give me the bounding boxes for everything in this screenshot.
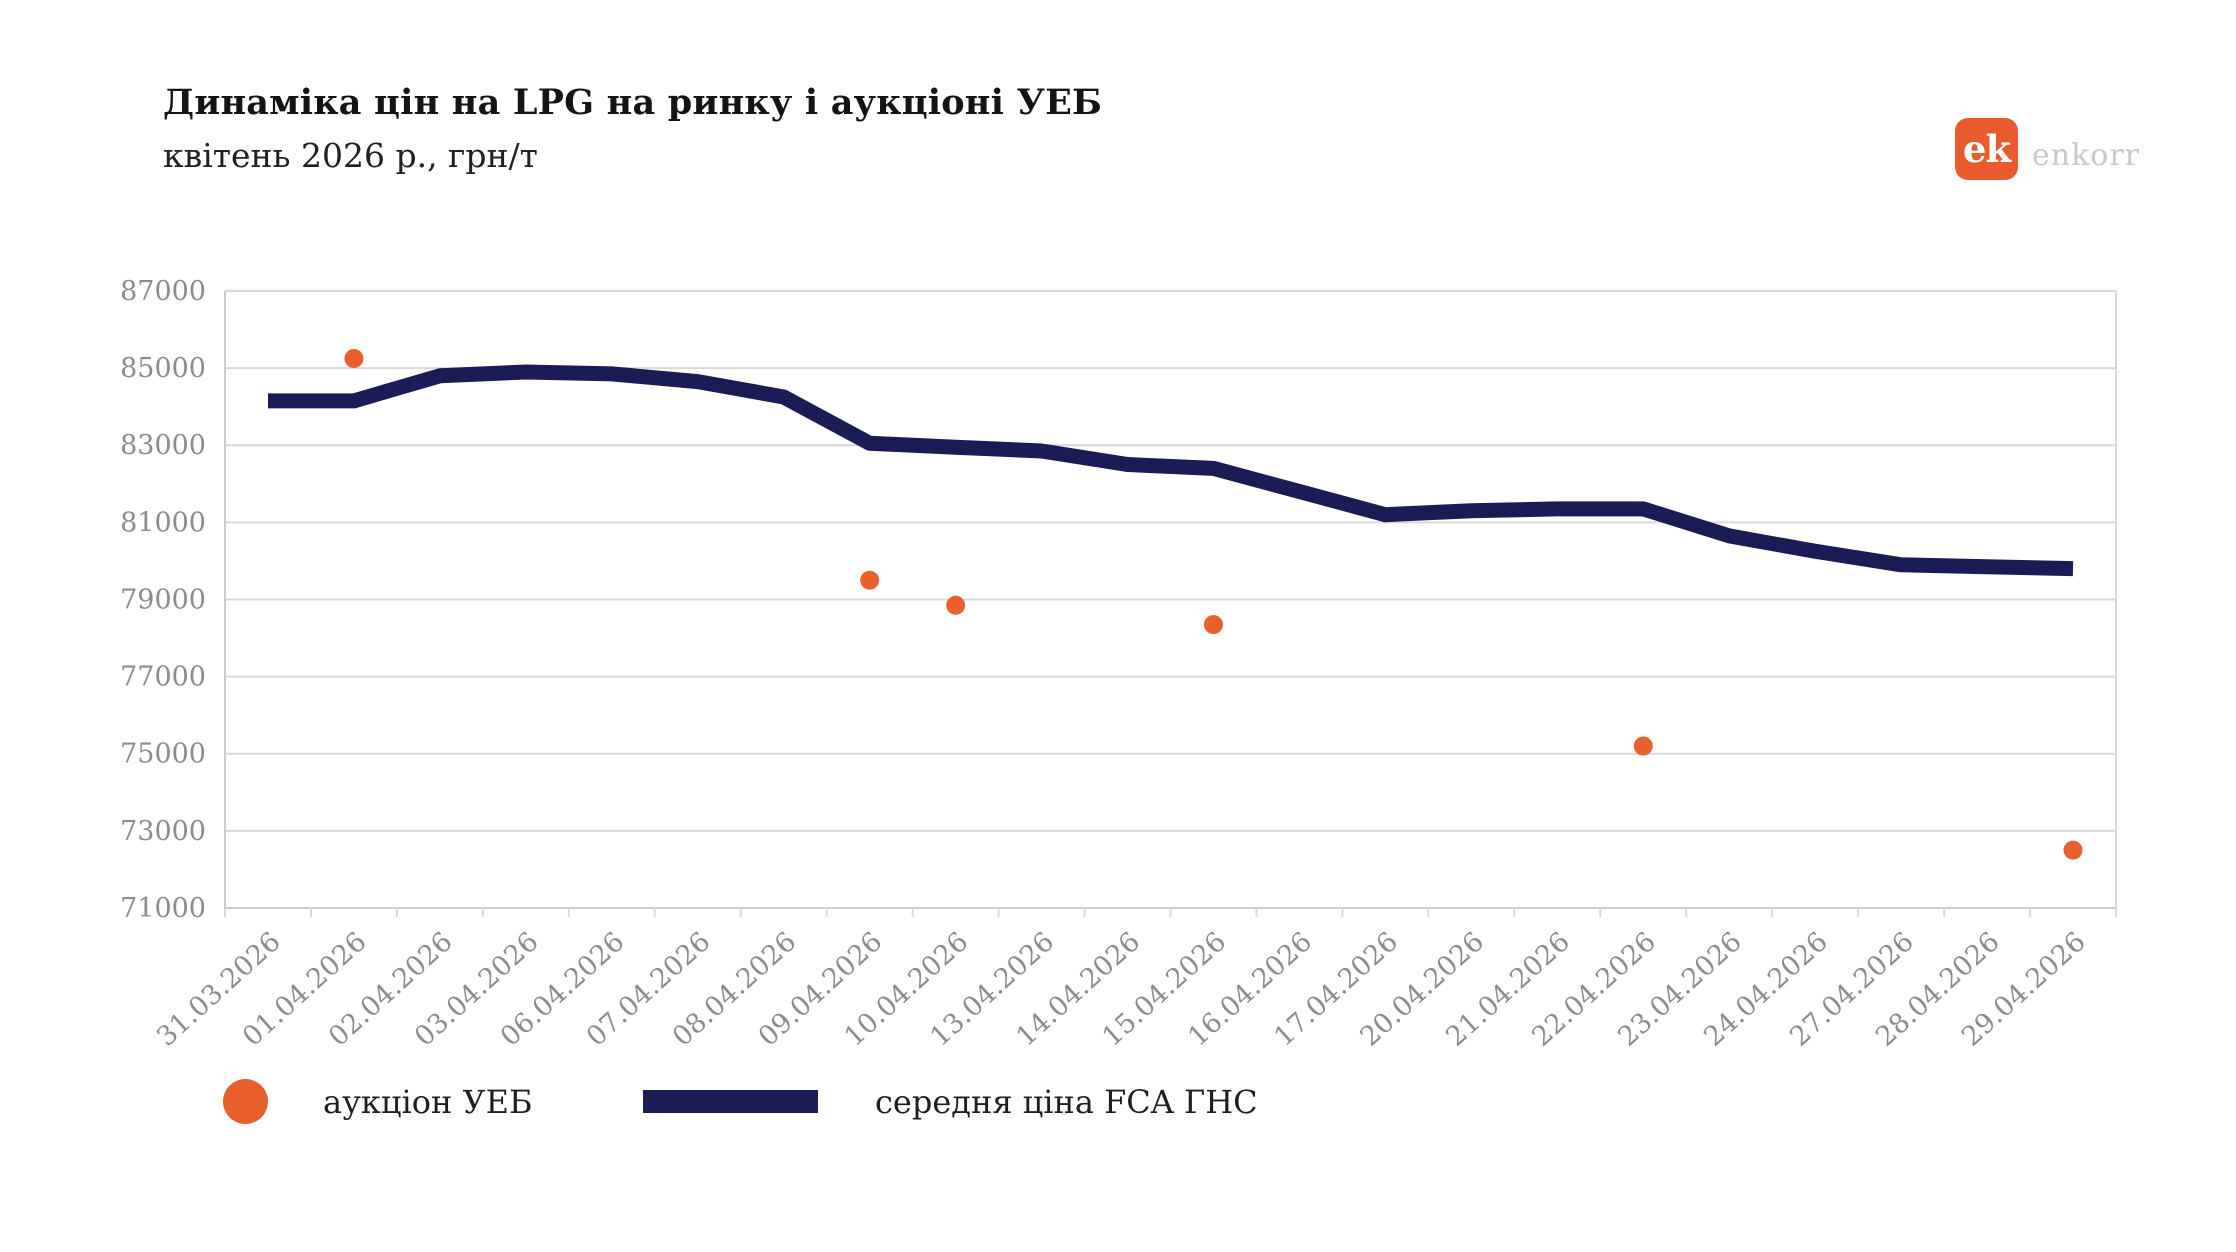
auction-points: [344, 348, 2083, 860]
legend-marker-auction-dot: [223, 1079, 268, 1124]
legend-marker-fca-line: [643, 1090, 818, 1113]
y-tick-label: 79000: [120, 584, 206, 615]
y-tick-label: 77000: [120, 662, 206, 693]
chart-title: Динаміка цін на LPG на ринку і аукціоні …: [163, 82, 1103, 123]
auction-point: [344, 348, 364, 368]
y-tick-label: 71000: [120, 893, 206, 924]
auction-point: [1633, 736, 1653, 756]
auction-point: [1203, 615, 1223, 635]
y-tick-label: 83000: [120, 430, 206, 461]
legend-label-auction: аукціон УЕБ: [323, 1083, 533, 1121]
y-tick-label: 73000: [120, 816, 206, 847]
plot-borders: [224, 291, 2117, 908]
fca-price-line: [268, 364, 2074, 577]
y-gridlines: [225, 290, 2116, 909]
legend-label-fca: середня ціна FCA ГНС: [875, 1083, 1258, 1121]
x-ticks: [224, 908, 2117, 917]
y-tick-label: 85000: [120, 353, 206, 384]
y-tick-label: 81000: [120, 507, 206, 538]
y-tick-label: 87000: [120, 276, 206, 307]
x-axis-labels: 31.03.202601.04.202602.04.202603.04.2026…: [151, 926, 2092, 1052]
logo-wordmark: enkorr: [2032, 138, 2140, 173]
auction-point: [2063, 840, 2083, 860]
auction-point: [946, 595, 966, 615]
logo-mark: ek: [1962, 126, 2011, 171]
auction-point: [860, 570, 880, 590]
y-tick-label: 75000: [120, 739, 206, 770]
enkorr-logo-icon: ek: [1955, 118, 2018, 180]
y-axis-labels: 87000 85000 83000 81000 79000 77000 75000 73000…: [120, 276, 206, 924]
chart-subtitle: квітень 2026 р., грн/т: [163, 136, 538, 175]
